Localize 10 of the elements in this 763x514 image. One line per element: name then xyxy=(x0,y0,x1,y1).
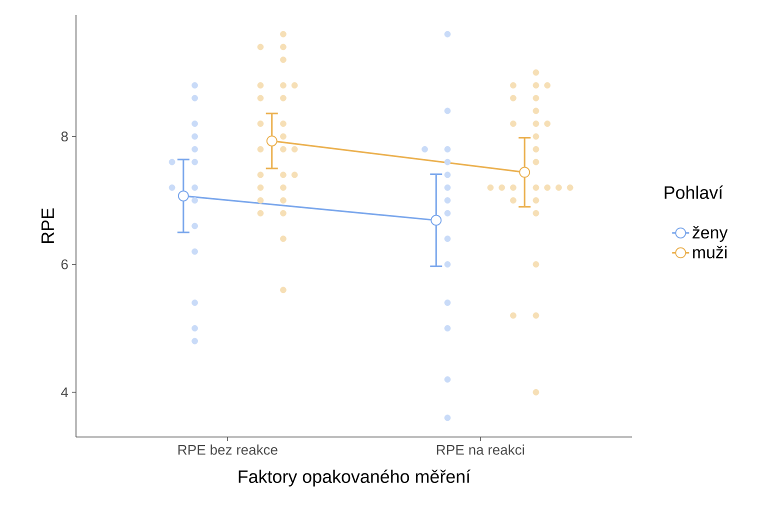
x-axis-title: Faktory opakovaného měření xyxy=(238,470,470,487)
x-tick-label: RPE bez reakce xyxy=(178,444,278,455)
legend-title: Pohlaví xyxy=(664,186,724,199)
y-tick-label: 8 xyxy=(61,132,68,142)
x-tick-label: RPE na reakci xyxy=(436,444,524,455)
legend-label: muži xyxy=(693,246,727,258)
legend-label: ženy xyxy=(692,226,728,242)
y-tick-label: 6 xyxy=(61,259,68,270)
y-tick-label: 4 xyxy=(61,387,68,398)
y-axis-title: RPE xyxy=(42,208,54,243)
